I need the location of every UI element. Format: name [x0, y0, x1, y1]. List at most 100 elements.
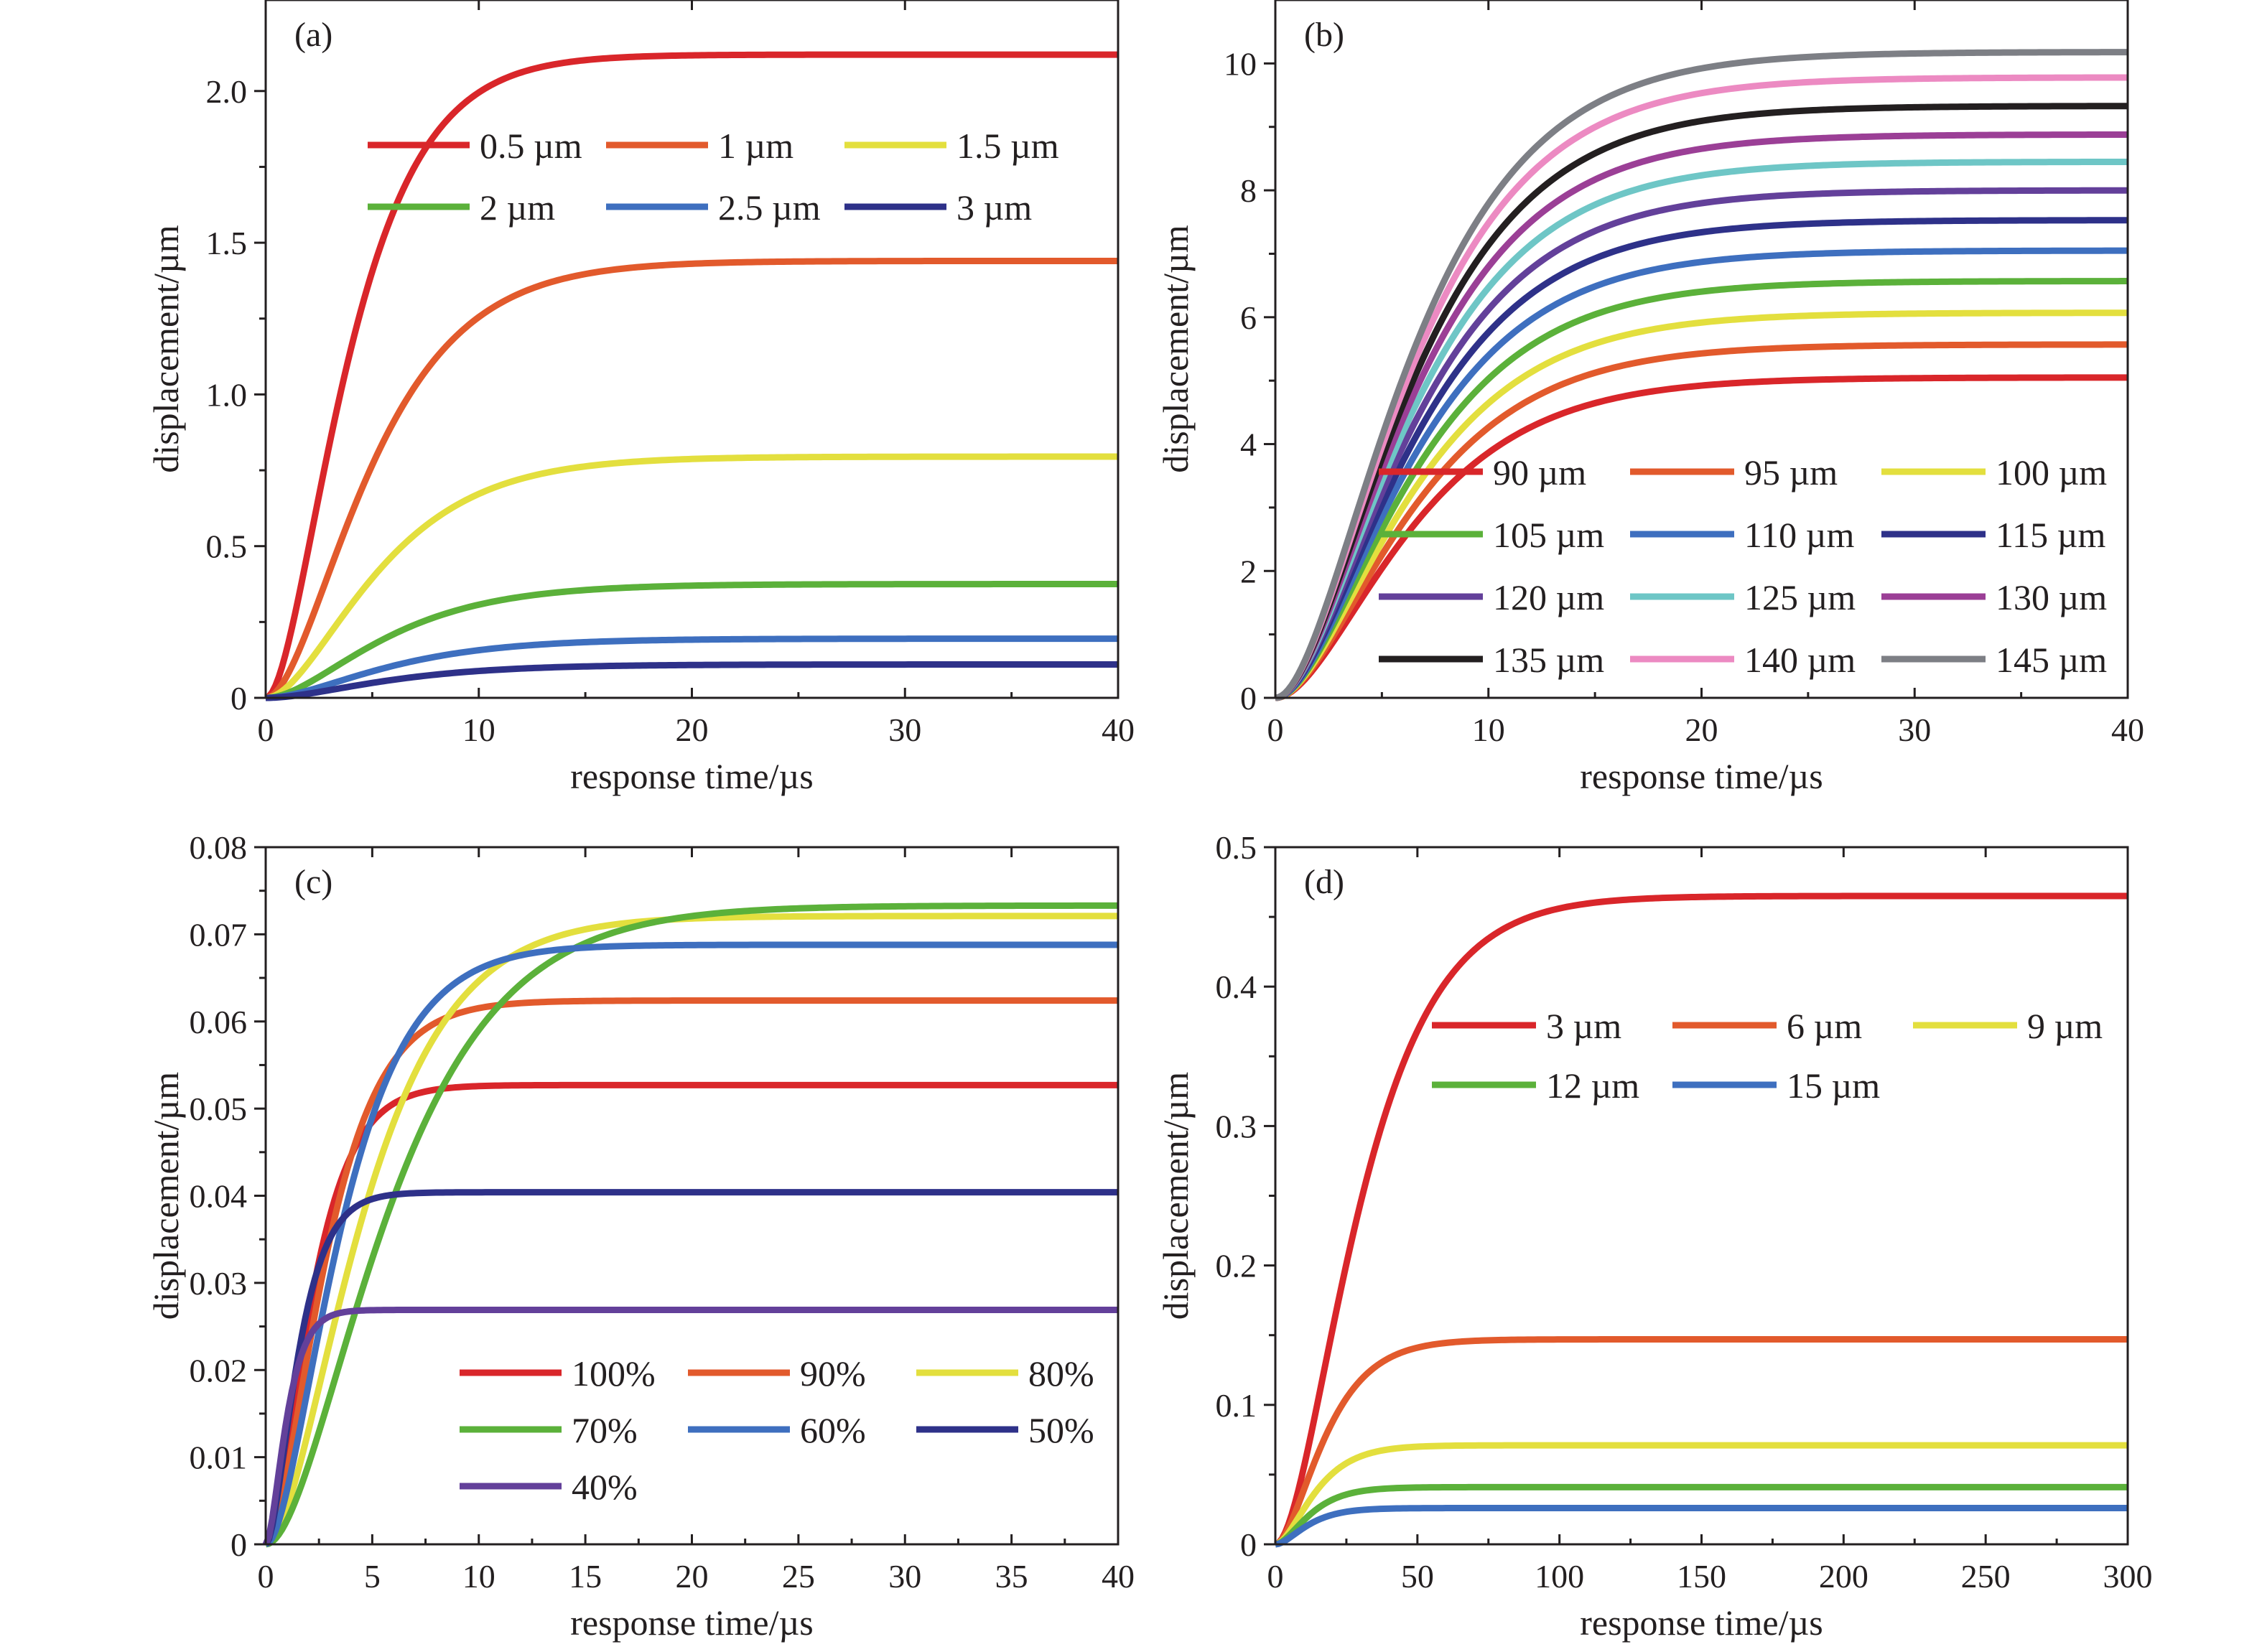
series-group	[1274, 892, 2128, 1548]
x-tick-label: 150	[1677, 1558, 1726, 1595]
x-tick-label: 0	[258, 1558, 274, 1595]
plot-frame	[1274, 0, 2129, 699]
legend-label-3: 1.5 µm	[957, 126, 1059, 166]
y-tick-label: 0.4	[1216, 969, 1257, 1005]
panel-tag: (a)	[294, 16, 332, 54]
y-tick-label: 0.2	[1216, 1248, 1257, 1284]
legend-label-4: 12 µm	[1546, 1065, 1639, 1106]
legend-label-2: 90%	[800, 1353, 866, 1394]
y-axis-label: displacement/µm	[146, 225, 186, 472]
plot-frame	[1274, 846, 2129, 1546]
legend: 100% 90% 80% 70% 60% 50% 40%	[460, 1353, 1094, 1507]
legend-label-7: 40%	[572, 1467, 638, 1507]
panel-tag: (c)	[294, 863, 332, 901]
series-line-3	[264, 913, 1118, 1548]
y-tick-label: 0	[1240, 680, 1257, 717]
series-line-4	[265, 902, 1119, 1548]
x-tick-label: 40	[2111, 711, 2144, 748]
x-axis-label: response time/µs	[570, 756, 813, 796]
legend-label-1: 90 µm	[1493, 452, 1586, 493]
legend-label-7: 120 µm	[1493, 577, 1604, 617]
y-tick-label: 0.05	[190, 1091, 248, 1127]
series-line-4	[1275, 1483, 2128, 1548]
series-line-1	[263, 1081, 1118, 1547]
series-line-2	[1274, 1336, 2128, 1548]
y-tick-label: 0.5	[1216, 829, 1257, 866]
x-axis-label: response time/µs	[1580, 756, 1823, 796]
series-line-5	[1275, 1505, 2128, 1548]
x-tick-label: 0	[1267, 711, 1284, 748]
x-tick-label: 200	[1819, 1558, 1868, 1595]
legend-label-6: 50%	[1028, 1410, 1094, 1450]
series-line-3	[1274, 1442, 2128, 1548]
legend-label-5: 15 µm	[1787, 1065, 1880, 1106]
series-line-8	[1275, 158, 2128, 701]
plot-frame	[264, 0, 1120, 699]
x-tick-label: 10	[1472, 711, 1505, 748]
legend-label-10: 135 µm	[1493, 640, 1604, 680]
y-tick-label: 6	[1240, 299, 1257, 336]
series-line-1	[264, 51, 1118, 701]
x-tick-label: 100	[1535, 1558, 1584, 1595]
y-tick-label: 0.08	[190, 829, 248, 866]
legend-label-3: 100 µm	[1996, 452, 2107, 493]
panel-tag: (d)	[1304, 863, 1344, 901]
panel-b: 0 10 20 30 40 0 2 4 6 8 10 response time/µs displace…	[1155, 0, 2144, 796]
legend-label-6: 3 µm	[957, 187, 1032, 228]
legend-label-5: 2.5 µm	[718, 187, 821, 228]
y-tick-label: 1.5	[206, 225, 248, 261]
y-tick-label: 2	[1240, 553, 1257, 589]
legend: 3 µm 6 µm 9 µm 12 µm 15 µm	[1432, 1006, 2103, 1106]
series-line-6	[265, 661, 1118, 701]
legend: 0.5 µm 1 µm 1.5 µm 2 µm 2.5 µm 3 µm	[368, 126, 1059, 228]
legend-label-3: 9 µm	[2027, 1006, 2103, 1046]
x-axis-label: response time/µs	[1580, 1602, 1823, 1643]
x-tick-label: 40	[1102, 1558, 1135, 1595]
series-line-2	[1275, 341, 2128, 701]
x-tick-label: 0	[1267, 1558, 1284, 1595]
legend-label-4: 2 µm	[480, 187, 555, 228]
y-axis-label: displacement/µm	[146, 1072, 186, 1320]
legend-label-1: 0.5 µm	[480, 126, 582, 166]
legend-label-4: 105 µm	[1493, 515, 1604, 555]
x-tick-label: 0	[258, 711, 274, 748]
series-group	[262, 902, 1119, 1548]
y-tick-label: 0.04	[190, 1178, 248, 1215]
series-line-7	[262, 1307, 1118, 1546]
legend-label-1: 3 µm	[1546, 1006, 1621, 1046]
series-line-10	[1275, 103, 2128, 701]
series-line-2	[265, 257, 1118, 701]
y-axis-label: displacement/µm	[1155, 225, 1196, 472]
legend-label-8: 125 µm	[1744, 577, 1856, 617]
legend-label-2: 95 µm	[1744, 452, 1838, 493]
y-tick-label: 0.02	[190, 1352, 248, 1389]
y-tick-label: 2.0	[206, 73, 248, 110]
series-line-12	[1275, 49, 2128, 701]
series-line-7	[1275, 187, 2128, 701]
y-tick-label: 0.06	[190, 1004, 248, 1040]
series-line-5	[264, 941, 1118, 1548]
series-line-2	[264, 997, 1118, 1547]
panel-a: 0 10 20 30 40 0 0.5 1.0 1.5 2.0 response time/µs di…	[146, 0, 1135, 796]
x-tick-label: 10	[462, 1558, 495, 1595]
y-tick-label: 0.1	[1216, 1387, 1257, 1424]
series-line-9	[1275, 131, 2128, 701]
y-tick-label: 0	[231, 680, 247, 717]
legend-label-9: 130 µm	[1996, 577, 2107, 617]
legend-label-1: 100%	[572, 1353, 656, 1394]
legend-label-4: 70%	[572, 1410, 638, 1450]
series-line-11	[1275, 74, 2128, 701]
series-line-3	[1275, 309, 2128, 701]
plot-frame	[264, 846, 1120, 1546]
y-tick-label: 0.5	[206, 528, 248, 565]
legend-label-5: 110 µm	[1744, 515, 1854, 555]
x-tick-label: 30	[888, 711, 921, 748]
legend-label-2: 6 µm	[1787, 1006, 1862, 1046]
y-tick-label: 0.07	[190, 916, 248, 953]
x-axis-label: response time/µs	[570, 1602, 813, 1643]
panel-tag: (b)	[1304, 16, 1344, 54]
series-line-6	[263, 1189, 1118, 1546]
legend-label-6: 115 µm	[1996, 515, 2105, 555]
y-tick-label: 8	[1240, 172, 1257, 209]
